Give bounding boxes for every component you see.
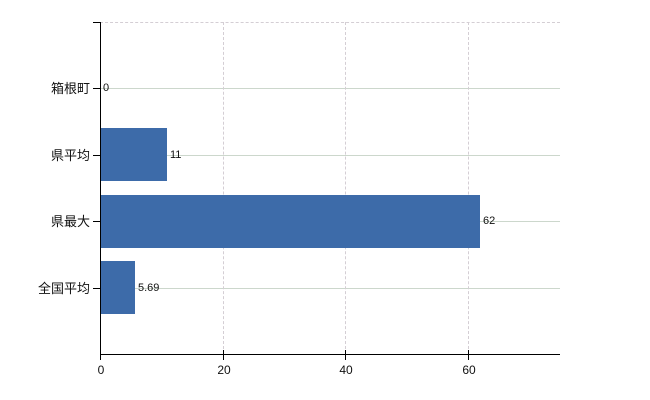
x-tick-label: 60: [462, 363, 476, 377]
category-label: 全国平均: [37, 281, 90, 296]
y-axis-tick: [93, 288, 100, 289]
x-axis: [100, 354, 560, 355]
x-tick-label: 20: [217, 363, 231, 377]
value-label: 11: [170, 149, 182, 161]
y-axis-tick: [93, 155, 100, 156]
x-axis-tick: [100, 350, 101, 360]
bar: [100, 128, 167, 181]
y-axis-tick: [93, 88, 100, 89]
grid-line-vertical: [468, 22, 469, 354]
x-axis-tick: [468, 350, 469, 360]
value-label: 0: [103, 82, 110, 94]
bar: [100, 261, 135, 314]
value-label: 62: [483, 215, 496, 227]
grid-line-horizontal: [100, 155, 560, 156]
grid-line-vertical: [223, 22, 224, 354]
grid-line-horizontal: [100, 88, 560, 89]
grid-line-vertical: [345, 22, 346, 354]
y-axis-tick: [93, 221, 100, 222]
x-tick-label: 0: [97, 363, 105, 377]
category-label: 県最大: [50, 214, 90, 229]
bar: [100, 195, 480, 248]
x-tick-label: 40: [339, 363, 353, 377]
value-label: 5.69: [138, 282, 160, 294]
x-axis-tick: [345, 350, 346, 360]
x-axis-tick: [223, 350, 224, 360]
y-axis: [100, 22, 101, 354]
category-label: 県平均: [50, 148, 90, 163]
y-axis-tick: [93, 22, 100, 23]
bar-layer: [100, 22, 560, 354]
plot-top-border: [100, 22, 560, 23]
plot-area: [100, 22, 560, 354]
grid-line-horizontal: [100, 288, 560, 289]
category-label: 箱根町: [50, 81, 90, 96]
